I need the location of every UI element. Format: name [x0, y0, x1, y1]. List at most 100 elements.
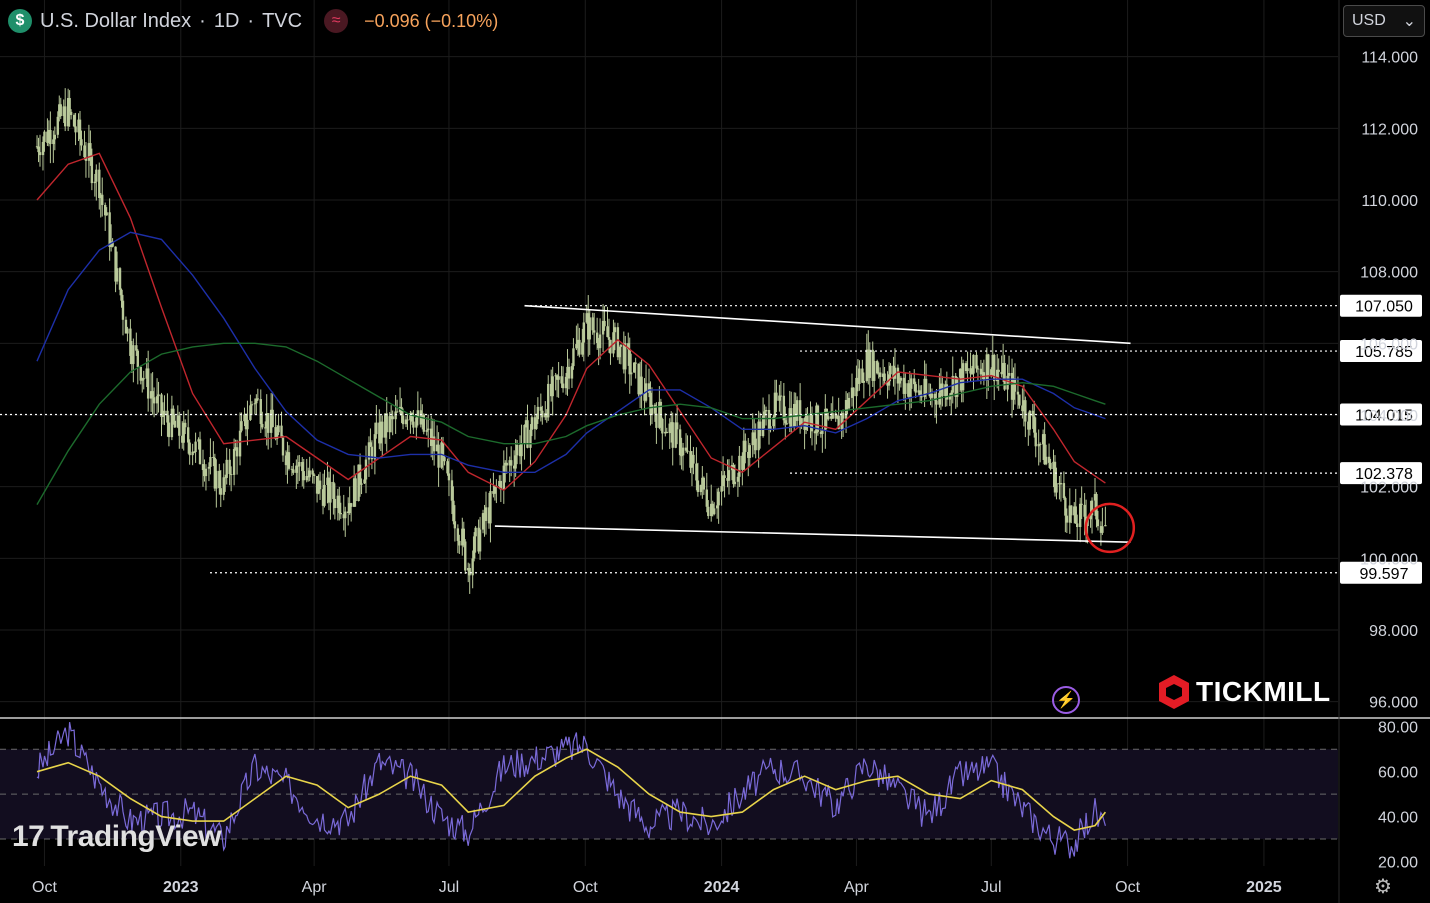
candle-body — [841, 413, 845, 419]
candle-body — [186, 427, 190, 443]
candle-body — [352, 478, 356, 507]
candle-body — [493, 485, 497, 494]
candle-body — [939, 383, 943, 393]
candle-body — [896, 367, 900, 384]
gear-icon[interactable]: ⚙ — [1374, 876, 1392, 898]
candle-body — [996, 369, 999, 382]
candle-body — [53, 134, 57, 140]
candle-body — [315, 475, 319, 494]
candle-body — [935, 400, 938, 405]
tradingview-logo-icon: 17 — [12, 820, 45, 853]
candle-body — [566, 366, 569, 377]
candle-body — [1034, 432, 1037, 447]
candle-body — [378, 422, 381, 444]
candle-body — [695, 463, 698, 481]
candle-body — [856, 377, 860, 384]
candle-body — [555, 375, 559, 380]
candle-body — [867, 349, 870, 378]
price-axis-tick: 114.000 — [1361, 50, 1418, 67]
candle-body — [484, 507, 488, 521]
interval-label[interactable]: 1D — [213, 9, 240, 32]
candle-body — [634, 362, 637, 364]
candles-layer — [35, 88, 1107, 594]
price-level-badge — [1340, 340, 1422, 363]
candle-body — [363, 479, 366, 484]
candle-body — [342, 514, 345, 519]
candle-body — [515, 444, 519, 456]
candle-body — [526, 420, 529, 448]
candle-body — [1033, 416, 1036, 433]
candle-body — [907, 383, 910, 397]
candle-body — [748, 445, 751, 458]
candle-body — [1044, 456, 1048, 465]
candle-body — [712, 508, 716, 515]
candle-body — [182, 422, 185, 443]
lightning-icon[interactable]: ⚡ — [1052, 686, 1080, 714]
candle-body — [489, 491, 492, 524]
candle-body — [421, 414, 424, 425]
candle-body — [1068, 505, 1072, 523]
market-status-icon[interactable]: ≈ — [324, 9, 349, 33]
candle-body — [523, 424, 526, 444]
candle-body — [560, 376, 563, 384]
candle-body — [89, 143, 92, 155]
price-level-label: 107.050 — [1355, 299, 1413, 316]
candle-body — [1090, 500, 1094, 516]
moving-average-line — [36, 342, 1106, 505]
candle-body — [1047, 456, 1051, 463]
currency-value: USD — [1352, 12, 1386, 29]
candle-body — [204, 468, 208, 477]
candle-body — [738, 455, 741, 477]
candle-body — [862, 380, 866, 383]
candle-body — [686, 450, 689, 452]
candle-body — [35, 146, 39, 148]
candle-body — [69, 111, 73, 116]
moving-averages-layer — [36, 152, 1106, 505]
candle-body — [1076, 523, 1079, 527]
candle-body — [819, 431, 823, 434]
currency-select[interactable]: USD ⌄ — [1343, 5, 1425, 37]
candle-body — [1022, 400, 1026, 412]
tickmill-logo: TICKMILL — [1158, 674, 1331, 710]
symbol-title[interactable]: U.S. Dollar Index — [40, 9, 192, 32]
candle-body — [664, 431, 667, 434]
candle-body — [406, 419, 409, 421]
price-level-badge — [1340, 403, 1422, 426]
candle-body — [266, 413, 270, 433]
candle-body — [388, 416, 391, 433]
rsi-axis-tick: 20.00 — [1378, 855, 1418, 872]
candle-body — [800, 418, 803, 426]
candle-body — [1024, 400, 1027, 422]
candle-body — [868, 349, 871, 378]
trendline — [494, 525, 1131, 544]
candle-body — [157, 394, 160, 397]
candle-body — [286, 452, 289, 466]
candle-body — [49, 129, 52, 145]
time-axis-tick: Oct — [1115, 879, 1140, 896]
candle-body — [539, 406, 543, 411]
candle-body — [1038, 443, 1042, 445]
tradingview-watermark: 17 TradingView — [12, 820, 222, 854]
moving-average-line — [36, 231, 1106, 473]
candle-body — [264, 427, 267, 429]
tradingview-logo-text: TradingView — [50, 820, 222, 853]
candle-body — [115, 268, 119, 282]
time-axis-tick: 2025 — [1246, 879, 1282, 896]
candle-body — [135, 345, 138, 351]
time-axis-tick: 2024 — [704, 879, 740, 896]
price-axis-tick: 98.000 — [1369, 623, 1418, 640]
candle-body — [467, 568, 470, 571]
candle-body — [312, 474, 316, 476]
candle-body — [1003, 362, 1006, 390]
candle-body — [597, 343, 600, 349]
candle-body — [281, 437, 285, 456]
candle-body — [616, 327, 620, 358]
price-axis-tick: 108.000 — [1360, 265, 1418, 282]
candle-body — [618, 346, 621, 358]
candle-body — [754, 438, 757, 451]
candle-body — [441, 442, 445, 458]
candle-body — [910, 378, 913, 389]
candle-body — [567, 366, 571, 379]
candle-body — [837, 415, 840, 430]
